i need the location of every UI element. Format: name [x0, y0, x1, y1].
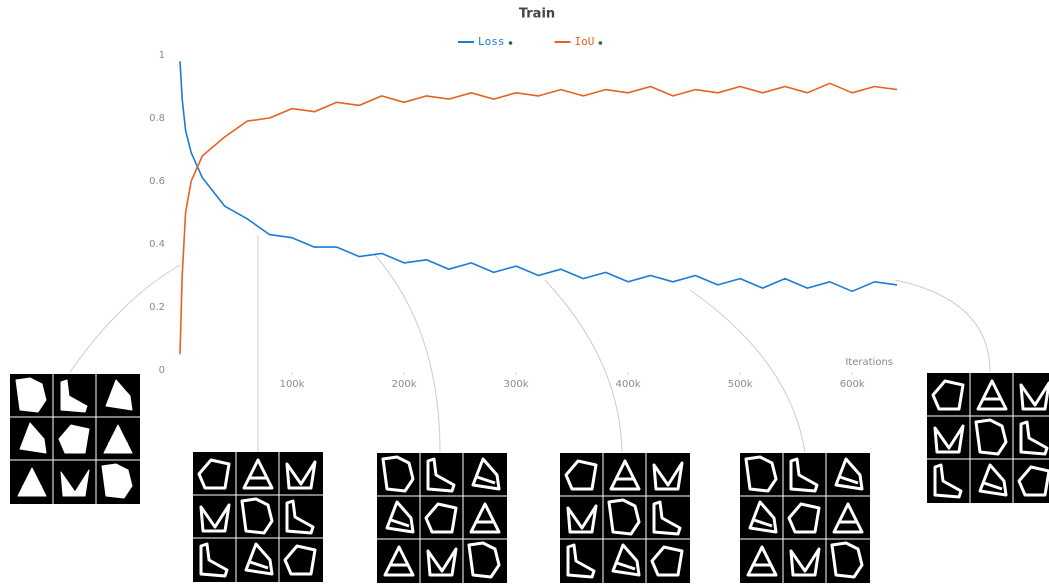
legend-dot [599, 41, 603, 45]
y-tick-label: 0.6 [149, 176, 165, 187]
chart-title: Train [519, 7, 555, 22]
y-tick-label: 0 [159, 365, 165, 376]
legend-dot [509, 41, 513, 45]
mask-thumbnail-grid [560, 453, 690, 583]
x-tick-label: 400k [616, 379, 641, 390]
mask-thumbnail-grid [193, 452, 323, 582]
y-tick-label: 0.4 [149, 239, 165, 250]
legend-label: Loss [478, 35, 505, 48]
legend-label: IoU [575, 35, 595, 48]
mask-thumbnail-grid [377, 453, 507, 583]
x-tick-label: 300k [504, 379, 529, 390]
x-tick-label: 200k [392, 379, 417, 390]
x-axis-title: Iterations [845, 357, 893, 368]
x-tick-label: 100k [280, 379, 305, 390]
y-tick-label: 0.8 [149, 113, 165, 124]
series-line [180, 83, 897, 354]
mask-thumbnail-grid [740, 453, 870, 583]
mask-thumbnail-grid [927, 373, 1049, 503]
mask-thumbnail-grid [10, 374, 140, 504]
x-tick-label: 500k [728, 379, 753, 390]
y-tick-label: 0.2 [149, 302, 165, 313]
x-tick-label: 600k [840, 379, 865, 390]
connector-arrows [70, 235, 990, 452]
y-tick-label: 1 [159, 50, 165, 61]
chart: Train Iterations 0 0.2 0.4 0.6 0.8 1 100k 200k 3… [0, 0, 1049, 585]
